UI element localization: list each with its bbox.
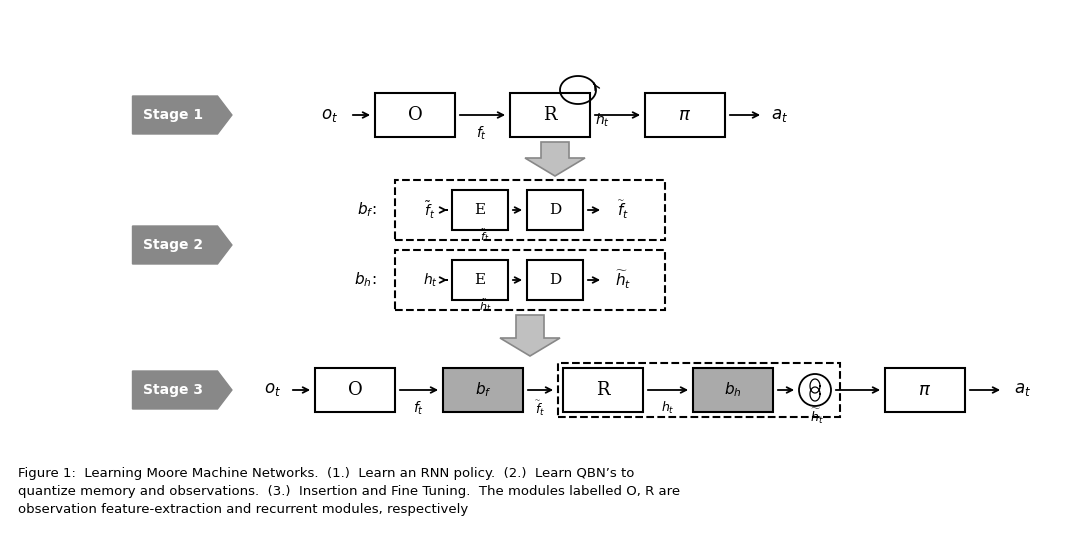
Polygon shape (133, 96, 232, 134)
Text: $h_t$: $h_t$ (422, 271, 437, 289)
Text: $\pi$: $\pi$ (918, 381, 932, 399)
Text: D: D (549, 273, 562, 287)
Text: $\tilde{h}_t$: $\tilde{h}_t$ (478, 298, 491, 314)
Text: $b_f$: $b_f$ (474, 380, 491, 399)
Bar (453, 260, 508, 300)
Bar (453, 190, 508, 230)
Text: Figure 1:  Learning Moore Machine Networks.  (1.)  Learn an RNN policy.  (2.)  L: Figure 1: Learning Moore Machine Network… (18, 467, 634, 480)
Text: $\tilde{f}_t$: $\tilde{f}_t$ (481, 228, 489, 245)
Bar (395, 250, 665, 310)
Bar (563, 368, 643, 412)
Text: $f_t$: $f_t$ (414, 399, 424, 417)
Text: $a_t$: $a_t$ (1014, 382, 1031, 398)
Text: $\pi$: $\pi$ (678, 106, 691, 124)
Bar (645, 93, 725, 137)
Polygon shape (525, 142, 585, 176)
Text: $b_f\!:$: $b_f\!:$ (357, 201, 377, 219)
Bar (395, 180, 665, 240)
Text: O: O (348, 381, 363, 399)
Text: $b_h$: $b_h$ (725, 380, 742, 399)
Text: $h_t$: $h_t$ (661, 400, 675, 416)
Bar (375, 93, 455, 137)
Text: $\tilde{f}_t$: $\tilde{f}_t$ (424, 199, 435, 221)
Text: $\widetilde{h}_t$: $\widetilde{h}_t$ (615, 269, 631, 291)
Bar (558, 363, 840, 417)
Text: Stage 2: Stage 2 (143, 238, 203, 252)
Text: $\widetilde{h}_t$: $\widetilde{h}_t$ (810, 407, 824, 426)
Text: D: D (549, 203, 562, 217)
Text: $f_t$: $f_t$ (476, 124, 487, 142)
Bar (693, 368, 773, 412)
Text: $h_t$: $h_t$ (595, 111, 609, 129)
Text: R: R (596, 381, 610, 399)
Polygon shape (500, 315, 561, 356)
Bar (315, 368, 395, 412)
Text: $a_t$: $a_t$ (771, 106, 788, 124)
Polygon shape (133, 371, 232, 409)
Bar (443, 368, 523, 412)
Text: R: R (543, 106, 557, 124)
Text: E: E (474, 273, 486, 287)
Text: Stage 1: Stage 1 (143, 108, 203, 122)
Text: quantize memory and observations.  (3.)  Insertion and Fine Tuning.  The modules: quantize memory and observations. (3.) I… (18, 485, 680, 498)
Text: $b_h\!:$: $b_h\!:$ (354, 271, 377, 289)
Text: $\widetilde{f}_t$: $\widetilde{f}_t$ (617, 199, 629, 221)
Text: O: O (407, 106, 422, 124)
Bar (527, 190, 583, 230)
Text: $\widetilde{f}_t$: $\widetilde{f}_t$ (535, 398, 545, 417)
Text: observation feature-extraction and recurrent modules, respectively: observation feature-extraction and recur… (18, 503, 469, 516)
Bar (510, 93, 590, 137)
Circle shape (799, 374, 831, 406)
Bar (885, 368, 966, 412)
Text: $o_t$: $o_t$ (322, 106, 338, 124)
Text: Stage 3: Stage 3 (143, 383, 203, 397)
Text: E: E (474, 203, 486, 217)
Text: $o_t$: $o_t$ (265, 382, 282, 398)
Polygon shape (133, 226, 232, 264)
Bar (527, 260, 583, 300)
